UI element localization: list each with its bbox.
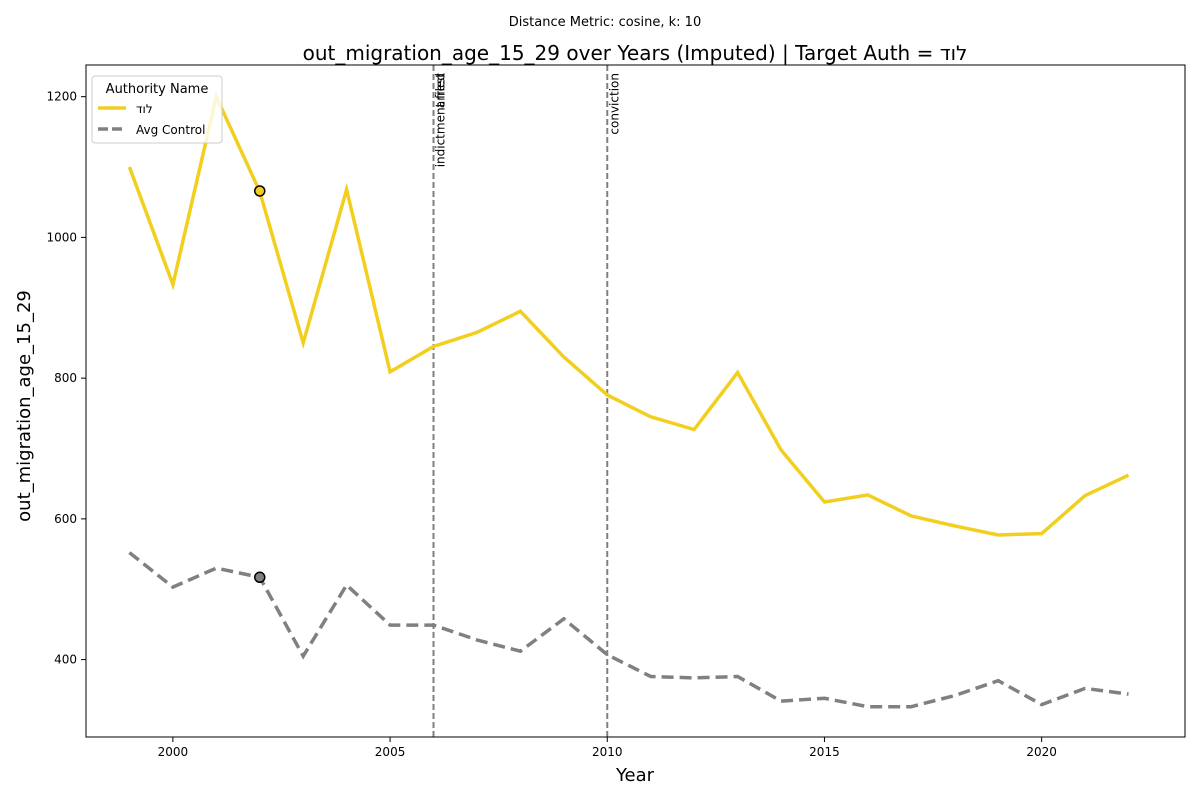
plot-area-frame xyxy=(85,64,1186,738)
legend-title: Authority Name xyxy=(106,82,209,97)
chart-suptitle: Distance Metric: cosine, k: 10 xyxy=(509,15,701,30)
y-tick-label: 800 xyxy=(54,371,77,385)
x-tick-label: 2005 xyxy=(375,745,406,759)
legend-entries: לוד Avg Control xyxy=(98,102,205,137)
x-axis-ticks: 2000 2005 2010 2015 2020 xyxy=(158,737,1057,759)
y-axis-ticks: 400 600 800 1000 1200 xyxy=(46,90,86,667)
y-tick-label: 1200 xyxy=(46,90,77,104)
event-label: indictment filed xyxy=(434,73,448,167)
series-line xyxy=(128,551,1129,709)
legend-box xyxy=(91,75,223,144)
y-tick-label: 400 xyxy=(54,653,77,667)
chart-title: out_migration_age_15_29 over Years (Impu… xyxy=(303,41,968,65)
x-tick-label: 2015 xyxy=(809,745,840,759)
y-tick-label: 600 xyxy=(54,512,77,526)
series-marker xyxy=(254,571,266,584)
legend-label: Avg Control xyxy=(136,123,205,137)
series-marker xyxy=(254,185,266,197)
y-tick-label: 1000 xyxy=(46,230,77,244)
legend-label: לוד xyxy=(136,102,153,116)
series-markers xyxy=(254,185,266,584)
event-label: conviction xyxy=(607,73,621,135)
series-lines xyxy=(127,91,1130,709)
x-tick-label: 2000 xyxy=(158,745,189,759)
event-label: arrest xyxy=(434,73,448,108)
x-tick-label: 2020 xyxy=(1026,745,1057,759)
y-axis-label: out_migration_age_15_29 xyxy=(14,290,35,522)
x-axis-label: Year xyxy=(615,765,655,786)
x-tick-label: 2010 xyxy=(592,745,623,759)
series-line xyxy=(127,91,1130,537)
legend: Authority Name לוד Avg Control xyxy=(91,75,223,144)
